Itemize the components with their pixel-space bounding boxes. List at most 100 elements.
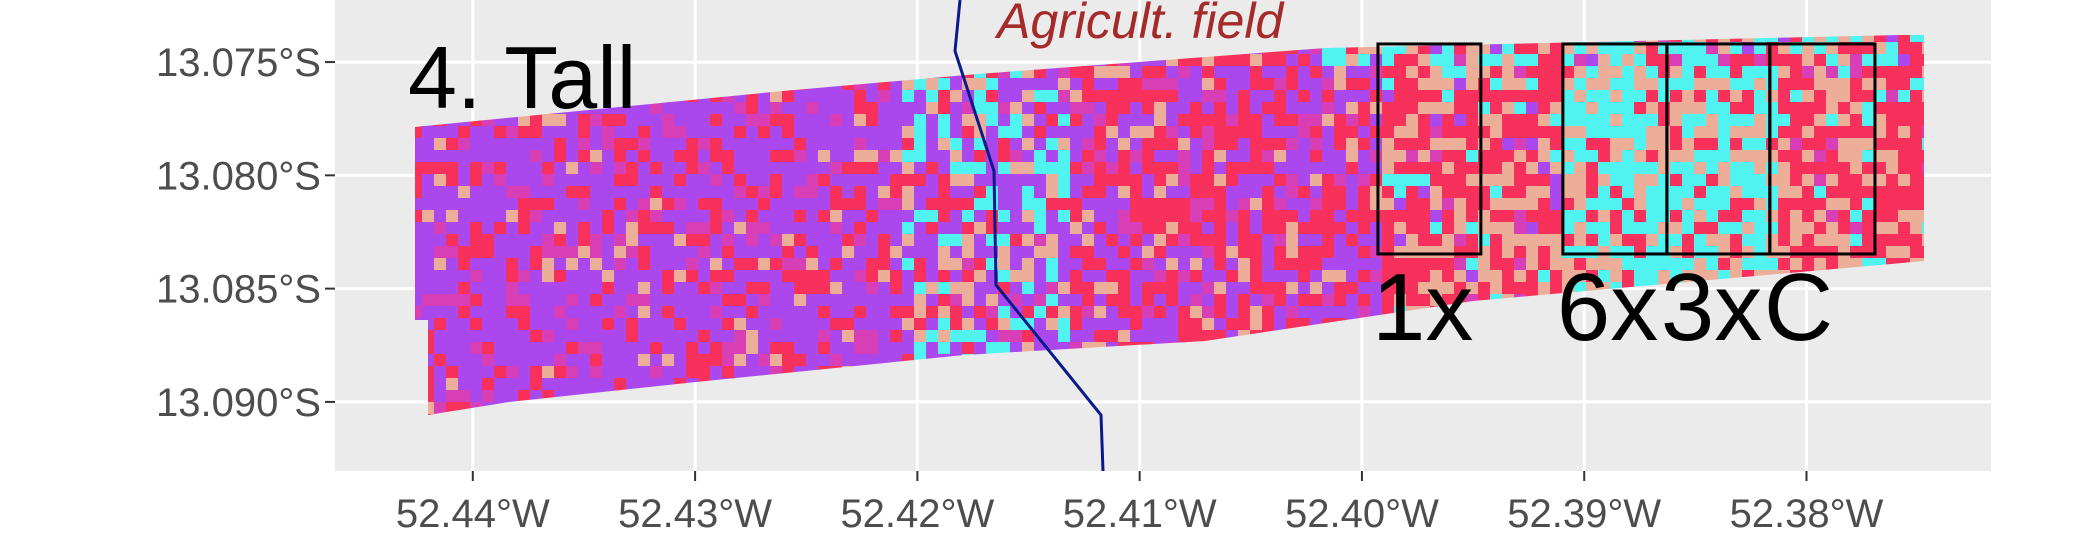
raster-cell [1010,258,1023,271]
raster-cell [1118,270,1131,283]
raster-cell [1394,234,1407,247]
raster-cell [1010,270,1023,283]
raster-cell [1382,162,1395,175]
raster-cell [1250,54,1263,67]
raster-cell [950,294,963,307]
raster-cell [686,162,699,175]
raster-cell [422,294,435,307]
raster-cell [1838,258,1851,271]
raster-cell [710,174,723,187]
raster-cell [722,282,735,295]
raster-cell [415,186,423,199]
raster-cell [1022,222,1035,235]
raster-cell [1190,210,1203,223]
raster-cell [1910,174,1923,187]
raster-cell [542,198,555,211]
raster-cell [1442,174,1455,187]
raster-cell [722,210,735,223]
raster-cell [1370,222,1383,235]
raster-cell [1010,330,1023,343]
raster-cell [734,294,747,307]
raster-cell [1526,126,1539,139]
raster-cell [1250,78,1263,91]
raster-cell [1862,150,1875,163]
raster-cell [1586,138,1599,151]
raster-cell [1382,210,1395,223]
raster-cell [926,342,939,355]
raster-cell [1250,234,1263,247]
raster-cell [1862,102,1875,115]
raster-cell [986,114,999,127]
raster-cell [854,342,867,355]
raster-cell [950,234,963,247]
raster-cell [1442,126,1455,139]
raster-cell [566,198,579,211]
raster-cell [482,138,495,151]
raster-cell [1886,222,1899,235]
raster-cell [1802,258,1815,271]
raster-cell [878,318,891,331]
raster-cell [1154,282,1167,295]
raster-cell [818,342,831,355]
raster-cell [1874,78,1887,91]
raster-cell [1850,222,1863,235]
raster-cell [1766,258,1779,271]
raster-cell [626,162,639,175]
raster-cell [626,258,639,271]
raster-cell [415,126,423,139]
raster-cell [722,342,735,355]
raster-cell [1682,258,1695,271]
raster-cell [914,90,927,103]
raster-cell [1826,210,1839,223]
raster-cell [1874,162,1887,175]
raster-cell [1082,150,1095,163]
raster-cell [674,294,687,307]
raster-cell [650,174,663,187]
raster-cell [566,306,579,319]
raster-cell [1166,174,1179,187]
raster-cell [830,246,843,259]
raster-cell [1022,114,1035,127]
raster-cell [1274,90,1287,103]
raster-cell [1274,198,1287,211]
raster-cell [1706,198,1719,211]
raster-cell [806,222,819,235]
raster-cell [1622,54,1635,67]
raster-cell [1370,270,1383,283]
raster-cell [818,330,831,343]
raster-cell [1862,246,1875,259]
raster-cell [1802,90,1815,103]
raster-cell [842,186,855,199]
raster-cell [710,270,723,283]
raster-cell [554,282,567,295]
raster-cell [758,330,771,343]
raster-cell [1250,222,1263,235]
raster-cell [1226,234,1239,247]
raster-cell [1250,162,1263,175]
raster-cell [1214,222,1227,235]
raster-cell [866,306,879,319]
raster-cell [1034,138,1047,151]
raster-cell [1322,102,1335,115]
raster-cell [1826,138,1839,151]
raster-cell [470,354,483,367]
raster-cell [530,222,543,235]
raster-cell [434,126,447,139]
raster-cell [482,318,495,331]
raster-cell [1358,54,1371,67]
raster-cell [1166,114,1179,127]
raster-cell [998,210,1011,223]
raster-cell [1082,270,1095,283]
raster-cell [446,366,459,379]
raster-cell [482,306,495,319]
raster-cell [1310,78,1323,91]
raster-cell [1802,114,1815,127]
raster-cell [590,174,603,187]
raster-cell [1874,114,1887,127]
raster-cell [1862,174,1875,187]
raster-cell [878,234,891,247]
raster-cell [1526,246,1539,259]
raster-cell [434,150,447,163]
raster-cell [1394,222,1407,235]
raster-cell [890,306,903,319]
